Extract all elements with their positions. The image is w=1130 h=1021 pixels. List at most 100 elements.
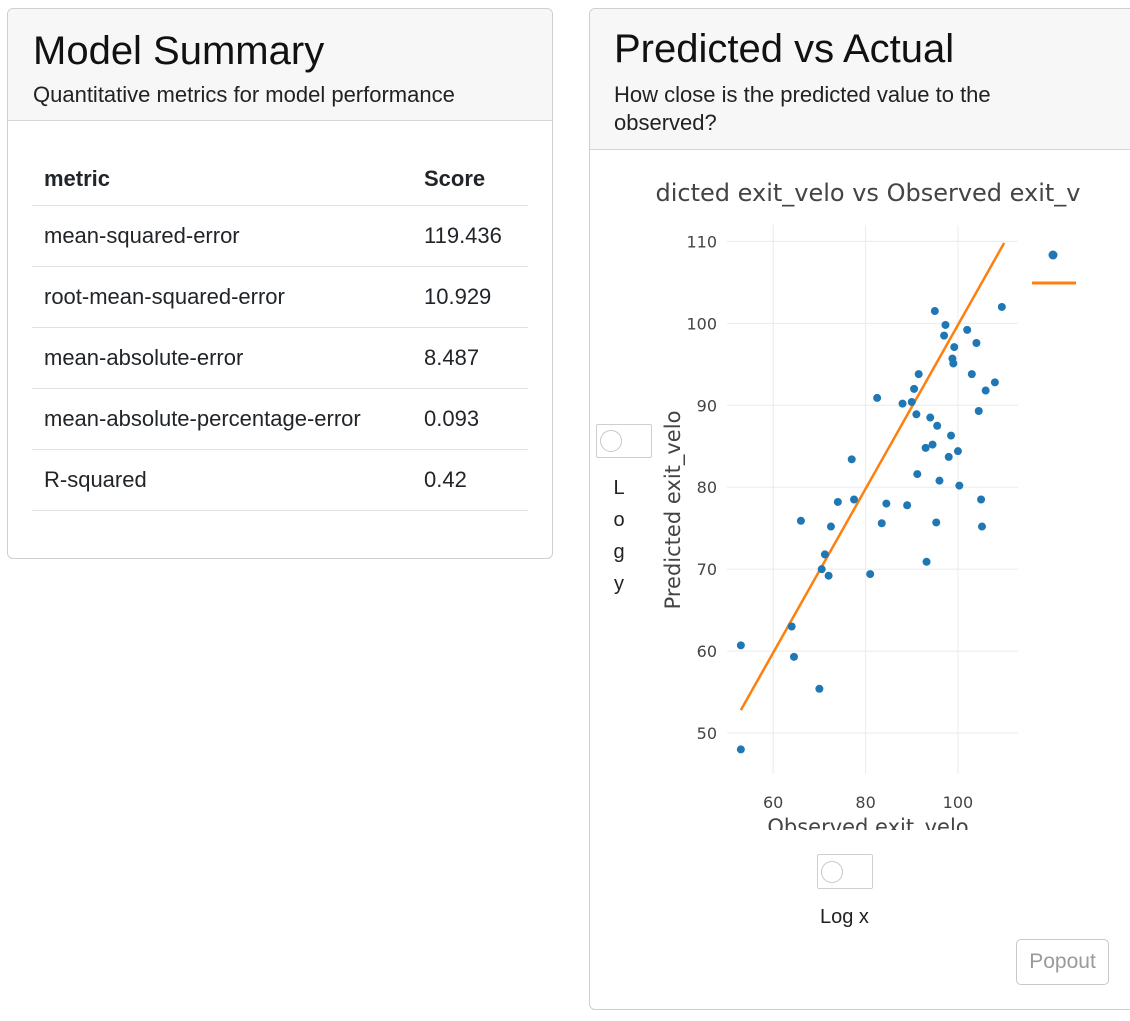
metric-name: mean-absolute-error [32,327,412,389]
chart-title: dicted exit_velo vs Observed exit_v [656,179,1081,207]
scatter-point [847,455,856,464]
x-tick-label: 100 [943,793,974,812]
chart-legend [1032,250,1076,285]
legend-points-marker [1048,250,1058,260]
scatter-point [947,431,956,440]
scatter-point [815,684,824,693]
scatter-point [977,522,986,531]
scatter-point [789,652,798,661]
scatter-point [877,519,886,528]
scatter-point [967,370,976,379]
model-summary-card: Model Summary Quantitative metrics for m… [7,8,553,559]
score-column-header: Score [412,152,528,206]
toggle-knob [821,861,843,883]
scatter-point [972,338,981,347]
scatter-point [932,518,941,527]
y-tick-label: 70 [697,560,717,579]
scatter-point [990,378,999,387]
metric-name: mean-squared-error [32,205,412,267]
table-row: R-squared 0.42 [32,449,528,511]
metric-column-header: metric [32,152,412,206]
metrics-header-row: metric Score [32,152,528,206]
model-summary-title: Model Summary [33,29,325,73]
predicted-vs-actual-header: Predicted vs Actual How close is the pre… [590,9,1130,150]
scatter-point [997,302,1006,311]
predicted-vs-actual-title: Predicted vs Actual [614,27,955,71]
scatter-point [963,325,972,334]
log-x-toggle[interactable] [817,854,873,889]
chart-grid [727,225,1018,774]
scatter-point [914,370,923,379]
scatter-point [922,557,931,566]
y-tick-label: 50 [697,724,717,743]
table-row: mean-absolute-percentage-error 0.093 [32,388,528,450]
metric-name: R-squared [32,449,412,511]
x-axis-label: Observed exit_velo [767,815,968,830]
model-summary-subtitle: Quantitative metrics for model performan… [33,82,455,107]
log-y-toggle[interactable] [596,424,652,458]
scatter-point [950,343,959,352]
table-row: mean-absolute-error 8.487 [32,327,528,389]
predicted-vs-actual-subtitle: How close is the predicted value to the … [614,82,991,135]
scatter-point [907,397,916,406]
y-tick-label: 90 [697,396,717,415]
scatter-point [873,393,882,402]
scatter-point [903,501,912,510]
log-y-label-char: g [613,541,625,563]
predicted-vs-actual-card: Predicted vs Actual How close is the pre… [589,8,1130,1010]
y-axis-label: Predicted exit_velo [661,411,686,610]
scatter-point [928,440,937,449]
scatter-point [944,452,953,461]
scatter-point [940,331,949,340]
y-tick-label: 60 [697,642,717,661]
scatter-point [926,413,935,422]
scatter-point [850,495,859,504]
log-x-label: Log x [820,906,869,928]
scatter-point [820,550,829,559]
chart-tick-labels: 50 60 70 80 90 100 110 60 80 100 [686,232,973,812]
metric-name: mean-absolute-percentage-error [32,388,412,450]
log-y-label-char: L [613,477,625,499]
scatter-point [826,522,835,531]
table-row: root-mean-squared-error 10.929 [32,266,528,328]
scatter-point [935,476,944,485]
scatter-point [912,410,921,419]
metric-name: root-mean-squared-error [32,266,412,328]
scatter-point [866,570,875,579]
metric-score: 8.487 [412,327,528,389]
scatter-point [898,399,907,408]
scatter-point [910,384,919,393]
scatter-point [974,407,983,416]
scatter-point [933,421,942,430]
table-row: mean-squared-error 119.436 [32,205,528,267]
scatter-point [817,565,826,574]
scatter-point [921,443,930,452]
x-tick-label: 60 [763,793,783,812]
x-tick-label: 80 [855,793,875,812]
scatter-point [796,516,805,525]
scatter-point [913,470,922,479]
scatter-point [949,359,958,368]
fit-line [739,242,1006,711]
scatter-point [981,386,990,395]
scatter-point [977,495,986,504]
scatter-point [787,622,796,631]
log-y-label-char: y [614,573,624,595]
popout-button[interactable]: Popout [1016,939,1109,985]
chart-marks [736,242,1006,754]
scatter-point [953,447,962,456]
predicted-vs-actual-chart: dicted exit_velo vs Observed exit_v 50 60… [656,179,1081,830]
metric-score: 0.42 [412,449,528,511]
metric-score: 10.929 [412,266,528,328]
scatter-point [955,481,964,490]
scatter-point [930,307,939,316]
model-summary-header: Model Summary Quantitative metrics for m… [8,9,552,121]
scatter-point [736,745,745,754]
metric-score: 0.093 [412,388,528,450]
toggle-knob [600,430,622,452]
scatter-point [882,499,891,508]
metrics-table: metric Score mean-squared-error 119.436 … [32,152,528,511]
scatter-point [833,497,842,506]
metric-score: 119.436 [412,205,528,267]
